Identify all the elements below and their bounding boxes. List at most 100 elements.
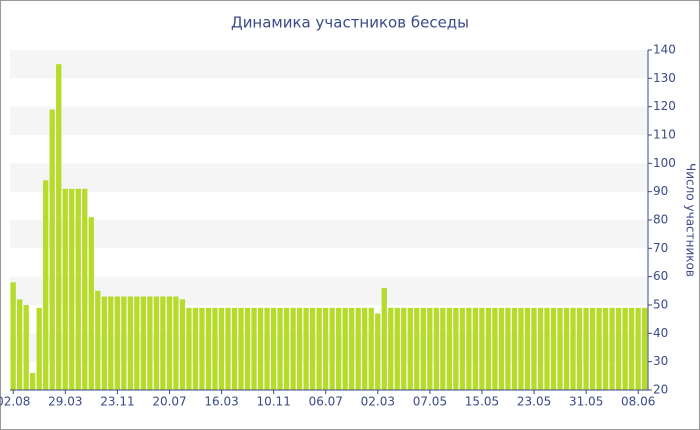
bar [101, 296, 107, 390]
bar [544, 307, 550, 390]
bar [225, 307, 231, 390]
bar [218, 307, 225, 390]
bar [264, 307, 270, 390]
y-tick-label: 120 [653, 99, 676, 113]
y-tick-label: 20 [653, 383, 668, 397]
bar [56, 64, 62, 391]
x-tick-label: 16.03 [204, 395, 238, 409]
bar [479, 307, 485, 390]
bar [602, 307, 609, 390]
bar [485, 307, 492, 390]
bar [322, 307, 329, 390]
x-tick-label: 15.05 [465, 395, 499, 409]
bar [95, 290, 101, 390]
bar [440, 307, 446, 390]
y-tick-label: 140 [653, 43, 676, 57]
bar [362, 307, 368, 390]
bar [251, 307, 257, 390]
bar [368, 307, 374, 390]
bar [231, 307, 238, 390]
bar [270, 307, 277, 390]
x-tick-label: 31.05 [569, 395, 603, 409]
bar [290, 307, 296, 390]
bar [472, 307, 479, 390]
bar [453, 307, 459, 390]
bar [36, 307, 42, 390]
bar [303, 307, 309, 390]
y-tick-label: 40 [653, 326, 668, 340]
bar [166, 296, 173, 390]
y-tick-label: 90 [653, 184, 668, 198]
bar [407, 307, 413, 390]
bar [329, 307, 335, 390]
bar [75, 188, 81, 390]
bar [635, 307, 641, 390]
bar [401, 307, 407, 390]
bar [563, 307, 570, 390]
bar [570, 307, 576, 390]
bar [596, 307, 602, 390]
bar [316, 307, 322, 390]
x-tick-label: 23.05 [517, 395, 551, 409]
bar [531, 307, 537, 390]
bar [173, 296, 179, 390]
bar [147, 296, 153, 390]
bar [381, 288, 387, 390]
y-tick-label: 50 [653, 298, 668, 312]
x-tick-label: 02.08 [0, 395, 30, 409]
bar [628, 307, 635, 390]
bar [62, 188, 68, 390]
x-tick-label: 10.11 [256, 395, 290, 409]
grid-band [10, 106, 648, 135]
bar [153, 296, 160, 390]
grid-band [10, 50, 648, 79]
bar [17, 299, 23, 390]
bar [10, 282, 16, 390]
bar [244, 307, 251, 390]
bar [336, 307, 342, 390]
bar [23, 305, 29, 390]
bar [622, 307, 628, 390]
bar [589, 307, 596, 390]
bar [199, 307, 205, 390]
bar [583, 307, 589, 390]
bar [609, 307, 615, 390]
bar [446, 307, 452, 390]
bar [296, 307, 303, 390]
bar [309, 307, 316, 390]
bar [257, 307, 264, 390]
bar [537, 307, 544, 390]
bar [511, 307, 518, 390]
bar [518, 307, 524, 390]
bar [615, 307, 622, 390]
y-axis-label: Число участников [684, 163, 698, 277]
bar [427, 307, 433, 390]
bar [82, 188, 88, 390]
bar [127, 296, 133, 390]
bar [179, 299, 186, 390]
bar [576, 307, 583, 390]
bar [283, 307, 290, 390]
bar [433, 307, 439, 390]
bar [186, 307, 192, 390]
y-tick-label: 110 [653, 128, 676, 142]
bar [212, 307, 218, 390]
bar [557, 307, 563, 390]
grid-band [10, 220, 648, 249]
bar [238, 307, 244, 390]
bar [394, 307, 400, 390]
bar [355, 307, 361, 390]
y-tick-label: 30 [653, 354, 668, 368]
bar [420, 307, 426, 390]
x-tick-label: 06.07 [309, 395, 343, 409]
bar [459, 307, 466, 390]
y-tick-label: 100 [653, 156, 676, 170]
bar [160, 296, 166, 390]
bar [205, 307, 212, 390]
bar [277, 307, 283, 390]
bar [88, 217, 94, 390]
bar [388, 307, 394, 390]
y-tick-label: 80 [653, 213, 668, 227]
bar [550, 307, 557, 390]
